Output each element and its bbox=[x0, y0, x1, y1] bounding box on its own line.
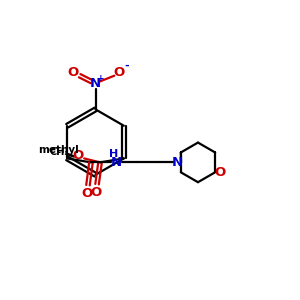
Text: N: N bbox=[90, 77, 101, 90]
Text: +: + bbox=[97, 74, 105, 83]
Text: methyl: methyl bbox=[38, 146, 79, 155]
Text: N: N bbox=[172, 156, 183, 169]
Text: N: N bbox=[111, 156, 122, 169]
Text: -: - bbox=[124, 61, 128, 71]
Text: O: O bbox=[67, 66, 78, 79]
Text: O: O bbox=[73, 149, 84, 162]
Text: H: H bbox=[109, 149, 119, 160]
Text: O: O bbox=[91, 186, 102, 199]
Text: O: O bbox=[81, 187, 93, 200]
Text: O: O bbox=[214, 166, 226, 179]
Text: O: O bbox=[114, 66, 125, 79]
Text: CH₃: CH₃ bbox=[50, 148, 69, 158]
